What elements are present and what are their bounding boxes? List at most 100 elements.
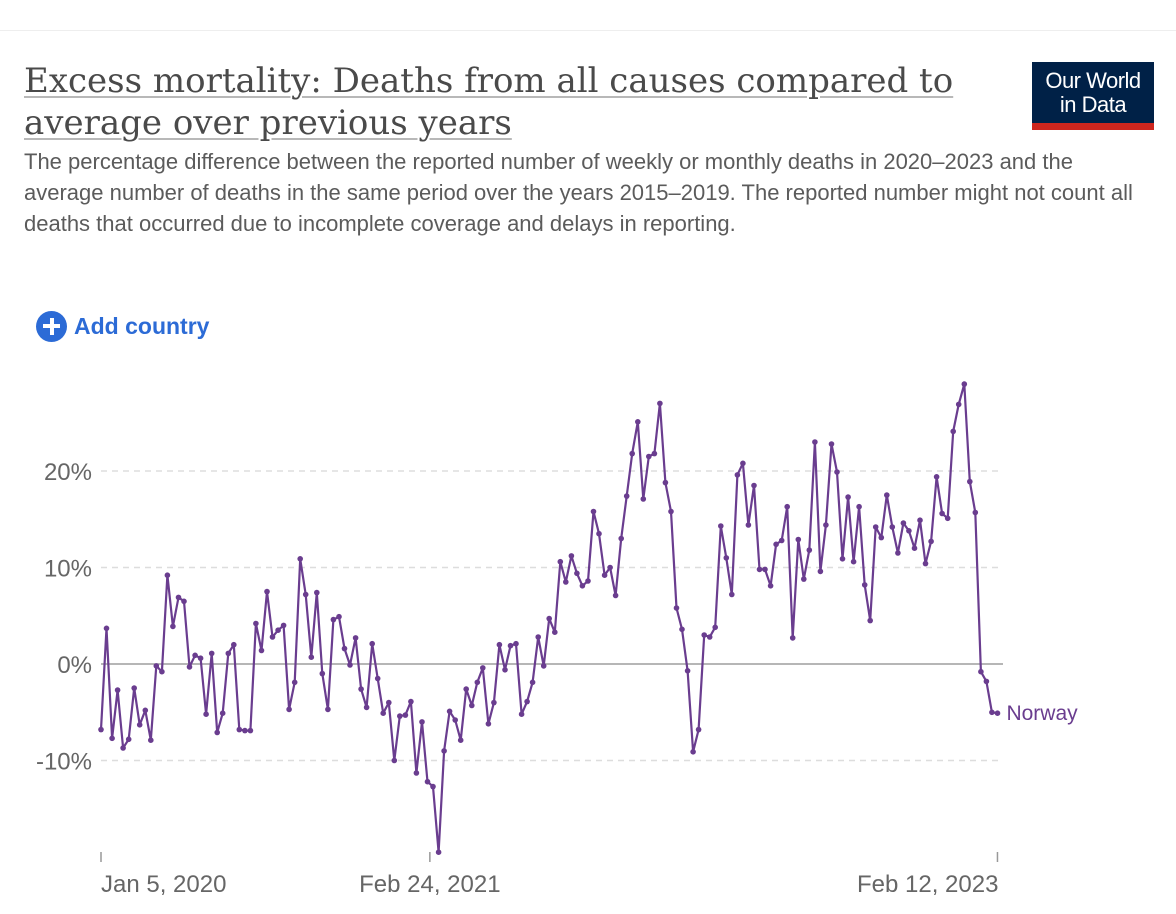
data-point <box>153 663 160 669</box>
data-point <box>972 509 979 516</box>
data-point <box>950 428 956 435</box>
add-country-label: Add country <box>74 312 210 339</box>
data-point <box>325 706 331 713</box>
data-point <box>673 605 680 611</box>
data-point <box>623 493 630 499</box>
data-point <box>806 547 813 553</box>
data-point <box>679 626 685 633</box>
data-point <box>219 710 226 716</box>
data-point <box>413 770 420 776</box>
data-point <box>352 635 359 641</box>
data-point <box>712 624 718 631</box>
data-point <box>391 757 398 764</box>
data-point <box>795 536 802 543</box>
data-point <box>170 623 176 630</box>
data-point <box>773 541 779 548</box>
data-point <box>164 572 171 578</box>
data-point <box>812 439 818 445</box>
data-point <box>435 849 442 855</box>
data-point <box>944 515 951 522</box>
data-point <box>546 615 552 622</box>
data-point <box>419 719 425 725</box>
chart-title[interactable]: Excess mortality: Deaths from all causes… <box>24 61 954 143</box>
data-point <box>540 663 547 669</box>
data-point <box>308 654 315 660</box>
data-point <box>740 460 746 467</box>
data-point <box>269 634 276 640</box>
data-point <box>872 524 879 530</box>
data-point <box>989 709 995 716</box>
data-point <box>662 479 669 486</box>
data-point <box>601 572 608 578</box>
data-point <box>640 496 647 502</box>
owid-logo[interactable]: Our World in Data <box>1032 62 1154 130</box>
data-point <box>148 737 154 743</box>
data-point <box>136 722 143 728</box>
data-point <box>651 450 658 457</box>
data-point <box>319 670 326 677</box>
data-point <box>967 478 973 485</box>
data-point <box>695 726 702 733</box>
data-point <box>302 591 309 598</box>
data-point <box>590 508 597 515</box>
data-point <box>529 679 536 686</box>
data-point <box>491 699 497 706</box>
data-point <box>756 566 763 573</box>
data-point <box>402 712 409 718</box>
data-point <box>109 735 115 742</box>
data-point <box>175 594 182 601</box>
data-point <box>314 589 320 596</box>
data-point <box>574 570 580 577</box>
data-point <box>103 625 110 632</box>
data-point <box>917 517 923 523</box>
data-point <box>607 564 613 571</box>
data-point <box>618 535 624 542</box>
data-point <box>253 620 259 627</box>
data-point <box>895 550 901 556</box>
data-point <box>900 520 907 526</box>
data-point <box>363 704 370 711</box>
data-point <box>867 617 873 624</box>
data-point <box>513 640 519 647</box>
data-point <box>236 726 243 733</box>
data-point <box>480 665 486 671</box>
data-point <box>706 634 713 640</box>
data-point <box>369 640 376 647</box>
data-point <box>203 711 209 717</box>
chart-subtitle: The percentage difference between the re… <box>24 149 1133 236</box>
data-point <box>330 616 337 623</box>
data-point <box>961 381 968 387</box>
data-point <box>142 707 149 714</box>
data-point <box>817 568 824 575</box>
data-point <box>463 686 470 692</box>
data-point <box>374 675 381 682</box>
data-point <box>430 783 436 790</box>
data-point <box>751 482 757 489</box>
data-point <box>114 687 121 693</box>
data-point <box>280 622 287 629</box>
data-point <box>336 613 342 620</box>
data-point <box>701 632 707 638</box>
data-point <box>978 668 984 675</box>
data-point <box>208 650 215 657</box>
data-point <box>518 711 525 717</box>
series-norway[interactable]: Norway <box>98 381 1078 855</box>
data-point <box>646 453 652 460</box>
data-point <box>192 652 198 659</box>
data-point <box>933 474 940 480</box>
data-point <box>446 708 453 715</box>
data-point <box>994 710 1001 716</box>
x-tick-label: Feb 12, 2023 <box>857 871 998 898</box>
logo-line-1: Our World <box>1045 67 1141 93</box>
axes: -10% 0% 10% 20% Jan 5, 2020 Feb 24, 2021 Feb 1… <box>36 459 998 898</box>
x-tick-label: Jan 5, 2020 <box>101 871 226 898</box>
data-point <box>789 635 796 641</box>
data-point <box>906 528 912 534</box>
data-point <box>563 579 569 585</box>
x-tick-label: Feb 24, 2021 <box>359 871 500 898</box>
data-point <box>579 583 586 589</box>
data-point <box>884 492 890 498</box>
data-point <box>878 534 885 541</box>
add-country-button[interactable]: Add country <box>36 310 209 342</box>
